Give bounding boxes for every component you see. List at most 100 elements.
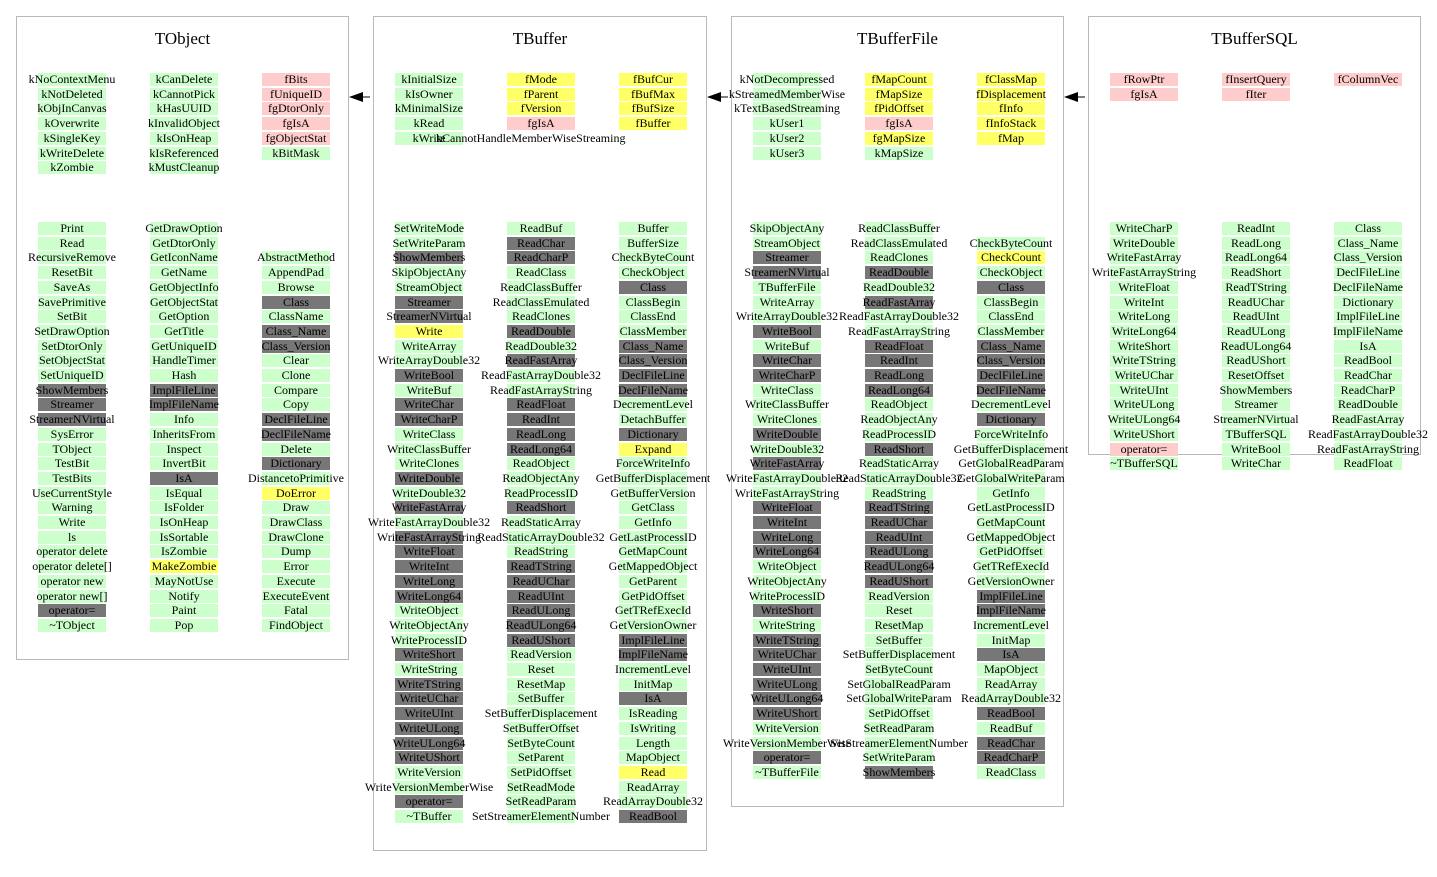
cell-label: DetachBuffer — [620, 412, 686, 427]
cell-label: SetObjectStat — [39, 353, 105, 368]
cell-background — [619, 810, 687, 823]
cell-label: operator delete — [36, 544, 108, 559]
cell-background — [619, 633, 687, 647]
cell-background — [753, 751, 821, 765]
cell-label: WriteLong64 — [1111, 323, 1177, 338]
cell-background — [865, 486, 933, 500]
cell-label: WriteClassBuffer — [387, 441, 471, 456]
cell-label: fVersion — [520, 101, 562, 116]
cell-background — [395, 457, 463, 471]
cell-background — [395, 765, 463, 779]
cell-label: fBufSize — [631, 101, 675, 116]
cell-label: CheckObject — [979, 265, 1043, 280]
cell-label: WriteArray — [759, 294, 815, 309]
cell-background — [753, 251, 821, 265]
cell-background — [262, 310, 330, 324]
cell-label: kOverwrite — [44, 116, 100, 131]
cell-background — [395, 707, 463, 721]
cell-background — [619, 251, 687, 265]
cell-background — [150, 295, 218, 309]
cell-label: ClassBegin — [983, 294, 1039, 309]
cell-label: ReadULong — [511, 603, 571, 618]
cell-label: IsSortable — [159, 529, 209, 544]
cell-label: SetWriteParam — [862, 750, 936, 765]
cell-label: fInfo — [999, 101, 1023, 116]
cell-background — [507, 222, 575, 235]
cell-background — [262, 442, 330, 456]
cell-background — [619, 117, 687, 131]
cell-background — [395, 222, 463, 235]
cell-label: ReadDouble32 — [505, 338, 577, 353]
cell-label: WriteInt — [1123, 294, 1165, 309]
cell-background — [977, 87, 1045, 101]
cell-background — [865, 413, 933, 427]
cell-background — [507, 501, 575, 515]
cell-label: WriteFastArrayString — [1091, 265, 1197, 280]
cell-background — [507, 457, 575, 471]
cell-label: DecrementLevel — [613, 397, 693, 412]
cell-label: ReadCharP — [513, 250, 569, 265]
cell-background — [150, 457, 218, 471]
cell-label: SetGlobalReadParam — [847, 676, 951, 691]
cell-label: GetTRefExecId — [973, 559, 1049, 574]
cell-background — [865, 73, 933, 86]
cell-label: ForceWriteInfo — [973, 426, 1049, 441]
cell-label: WriteFastArrayDouble32 — [367, 515, 491, 529]
cell-label: WriteCharP — [1115, 221, 1173, 235]
cell-background — [38, 574, 106, 588]
cell-label: kStreamedMemberWise — [728, 86, 846, 101]
cell-label: Dictionary — [985, 412, 1037, 427]
cell-label: Class — [1354, 221, 1382, 235]
cell-background — [150, 310, 218, 324]
cell-label: operator= — [48, 603, 96, 618]
cell-label: WriteInt — [766, 515, 808, 529]
cell-label: Class_Name — [980, 338, 1042, 353]
cell-background — [262, 339, 330, 353]
cell-background — [507, 87, 575, 101]
cell-background — [150, 266, 218, 280]
cell-background — [507, 442, 575, 456]
cell-background — [395, 413, 463, 427]
cell-label: DoError — [276, 485, 316, 500]
cell-label: DeclFileName — [261, 426, 331, 441]
cell-background — [38, 87, 106, 101]
cell-label: operator delete[] — [32, 559, 112, 574]
cell-label: SetByteCount — [865, 662, 933, 676]
cell-label: fRowPtr — [1123, 72, 1165, 86]
cell-label: ReadString — [872, 485, 926, 500]
cell-background — [38, 604, 106, 618]
cell-background — [395, 648, 463, 662]
cell-label: kNotDecompressed — [739, 72, 835, 86]
cell-label: ReadFastArray — [504, 353, 578, 368]
cell-background — [262, 73, 330, 86]
cell-label: SetWriteMode — [393, 221, 465, 235]
cell-label: WriteFastArray — [1106, 250, 1182, 265]
cell-background — [395, 780, 463, 794]
cell-label: TBufferSQL — [1225, 426, 1287, 441]
cell-background — [619, 102, 687, 116]
cell-label: SetBit — [56, 309, 88, 324]
cell-label: InvertBit — [162, 456, 206, 471]
cell-background — [753, 339, 821, 353]
cell-label: ReadLong64 — [1225, 250, 1287, 265]
cell-label: fDisplacement — [976, 86, 1046, 101]
cell-label: MayNotUse — [154, 573, 214, 588]
cell-label: WriteClones — [398, 456, 460, 471]
cell-label: Compare — [274, 382, 318, 397]
cell-label: WriteLong64 — [396, 588, 462, 603]
cell-label: ~TObject — [49, 617, 95, 632]
cell-background — [619, 648, 687, 662]
cell-label: WriteBool — [761, 323, 813, 338]
cell-background — [753, 236, 821, 250]
cell-label: InitMap — [991, 632, 1031, 647]
cell-background — [507, 765, 575, 779]
cell-background — [507, 618, 575, 632]
cell-background — [150, 545, 218, 559]
cell-label: ForceWriteInfo — [615, 456, 691, 471]
cell-background — [753, 102, 821, 116]
cell-label: IsA — [1359, 338, 1377, 353]
cell-label: ResetMap — [874, 617, 924, 632]
cell-background — [619, 295, 687, 309]
cell-background — [395, 516, 463, 529]
cell-label: IsA — [644, 691, 662, 706]
